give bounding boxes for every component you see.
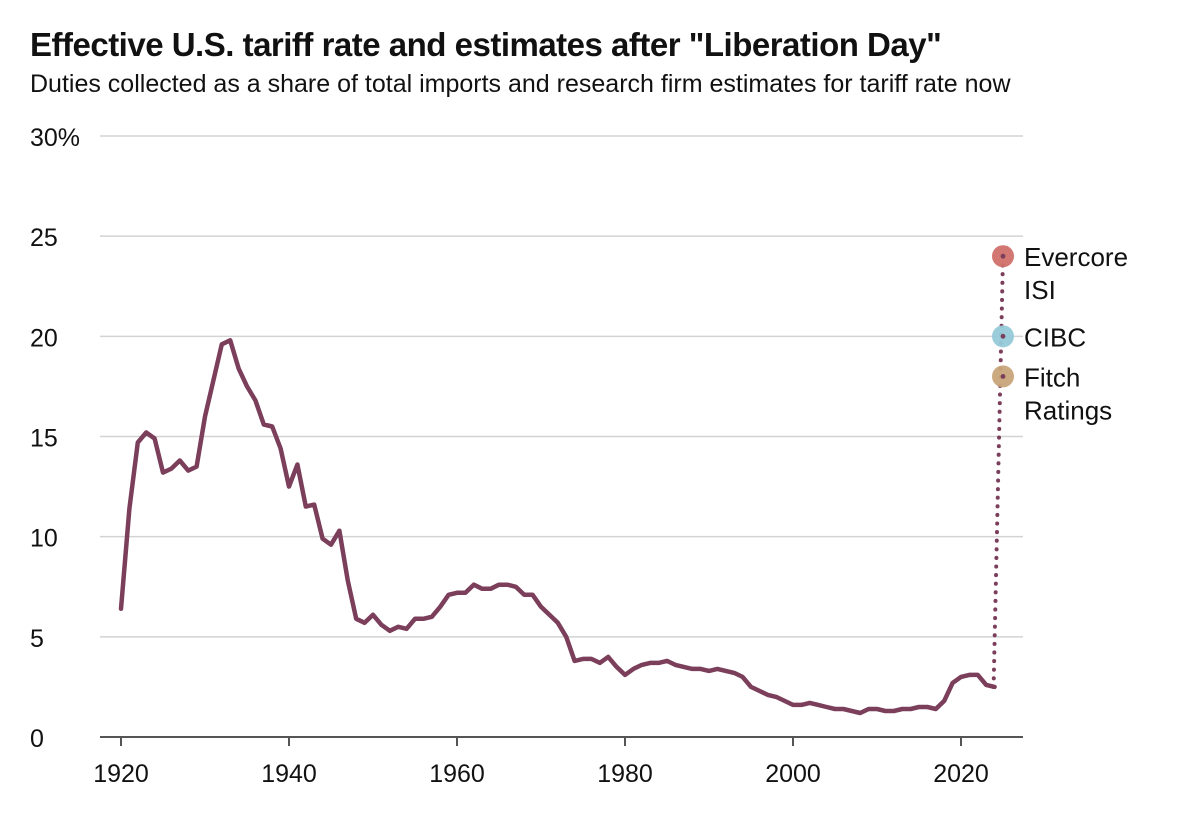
cibc-label: CIBC [1024,322,1086,352]
fitch-ratings-label: Fitch [1024,362,1080,392]
y-tick-label: 10 [30,525,58,553]
tariff-rate-series-line [118,338,997,716]
gridlines [100,135,1023,638]
chart-title: Effective U.S. tariff rate and estimates… [30,26,942,63]
fitch-ratings-label: Ratings [1024,395,1112,425]
y-tick-label: 20 [30,324,58,352]
y-tick-label: 30% [30,124,80,152]
y-axis-tick-labels: 0 5 10 15 20 25 30% [30,124,80,753]
cibc-connector-dot [1000,333,1006,339]
y-tick-label: 15 [30,425,58,453]
evercore-isi-connector-dot [1000,253,1006,259]
evercore-isi-label: Evercore [1024,242,1128,272]
chart-subtitle: Duties collected as a share of total imp… [30,70,1011,98]
x-tick-label: 1980 [597,760,653,788]
x-axis: 1920 1940 1960 1980 2000 2020 [93,736,1023,788]
x-tick-label: 2000 [765,760,821,788]
y-tick-label: 0 [30,725,44,753]
evercore-isi-label: ISI [1024,275,1056,305]
x-tick-label: 1920 [93,760,149,788]
fitch-ratings-connector-dot [1000,374,1006,379]
y-tick-label: 5 [30,625,44,653]
x-tick-label: 2020 [933,760,989,788]
y-tick-label: 25 [30,224,58,252]
x-tick-label: 1960 [429,760,485,788]
estimate-dotted-connector [991,254,1005,689]
series-layer [118,338,997,716]
x-tick-label: 1940 [261,760,317,788]
